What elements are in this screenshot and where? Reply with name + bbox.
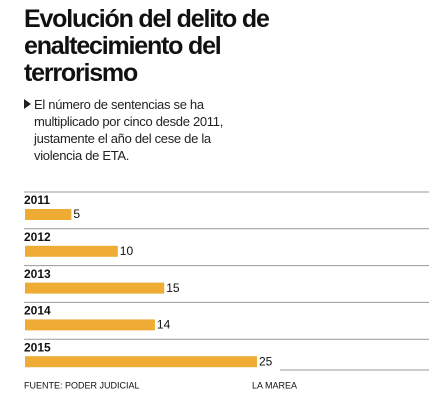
bar [25,319,155,331]
category-label: 2012 [24,230,51,244]
value-label: 10 [120,244,134,258]
value-label: 5 [73,207,80,221]
bar [25,282,165,294]
value-label: 14 [157,318,171,332]
bar [25,356,257,368]
category-label: 2014 [24,304,51,318]
category-label: 2015 [24,340,51,354]
category-label: 2011 [24,193,50,207]
credit: LA MAREA [252,380,297,390]
value-label: 25 [259,354,273,368]
chart-subtitle: El número de sentencias se ha multiplica… [34,97,224,163]
bullet [24,99,31,109]
source: FUENTE: PODER JUDICIAL [24,380,140,390]
value-label: 15 [166,281,180,295]
bar [25,245,118,257]
bar [25,209,72,220]
category-label: 2013 [24,267,51,281]
chart-title: Evolución del delito de enaltecimiento d… [24,5,270,87]
